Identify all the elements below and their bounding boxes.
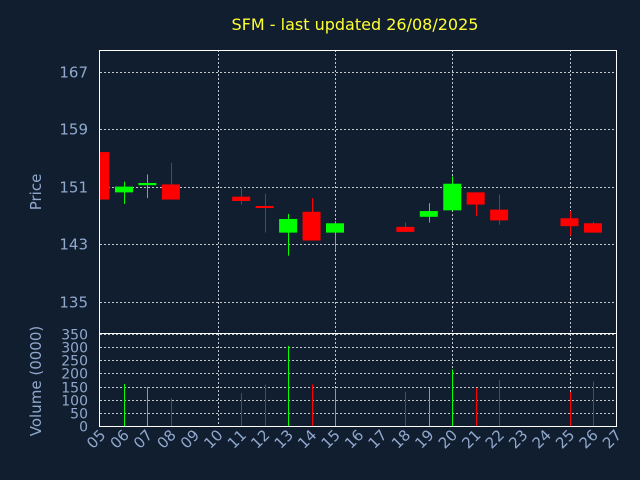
x-tick-label: 22: [482, 426, 508, 452]
x-tick-label: 07: [130, 426, 156, 452]
x-tick-label: 20: [435, 426, 461, 452]
candle-body: [114, 186, 133, 193]
price-tick-label: 135: [59, 294, 88, 312]
x-tick-label: 26: [576, 426, 602, 452]
volume-tick-label: 0: [79, 420, 88, 436]
x-tick-label: 27: [599, 426, 625, 452]
x-tick-label: 19: [411, 426, 437, 452]
candle-body: [560, 218, 579, 227]
volume-tick-label: 100: [61, 394, 88, 410]
x-tick-label: 12: [247, 426, 273, 452]
x-tick-label: 25: [552, 426, 578, 452]
x-tick-label: 13: [271, 426, 297, 452]
candle-body: [419, 211, 438, 217]
x-tick-label: 23: [505, 426, 531, 452]
x-tick-label: 09: [177, 426, 203, 452]
price-tick-labels: 135 143 151 159 167: [59, 64, 88, 312]
price-tick-label: 143: [59, 236, 88, 254]
volume-bars: [124, 345, 594, 426]
price-tick-label: 167: [59, 64, 88, 82]
chart-title: SFM - last updated 26/08/2025: [232, 15, 479, 34]
candlesticks: [100, 152, 602, 256]
x-tick-label: 18: [388, 426, 414, 452]
volume-tick-label: 250: [61, 354, 88, 370]
x-tick-label: 16: [341, 426, 367, 452]
x-tick-label: 08: [153, 426, 179, 452]
candle-body: [255, 206, 274, 209]
candle-body: [279, 218, 298, 233]
volume-axis-label: Volume (0000): [27, 326, 45, 436]
x-tick-label: 17: [364, 426, 390, 452]
x-tick-label: 14: [294, 426, 320, 452]
price-tick-label: 151: [59, 179, 88, 197]
candle-body: [396, 226, 415, 232]
candle-body: [466, 192, 485, 205]
price-axis-label: Price: [27, 174, 45, 211]
candle-body: [161, 184, 180, 200]
volume-panel-frame: [99, 333, 617, 427]
x-tick-label: 15: [318, 426, 344, 452]
volume-tick-label: 200: [61, 367, 88, 383]
x-tick-label: 21: [458, 426, 484, 452]
volume-tick-label: 150: [61, 381, 88, 397]
candle-body: [443, 183, 462, 211]
x-axis-label: Day: [334, 459, 362, 475]
x-tick-label: 10: [200, 426, 226, 452]
candle-body: [490, 209, 509, 221]
volume-grid: [100, 334, 616, 427]
x-tick-label: 11: [224, 426, 250, 452]
volume-tick-label: 350: [61, 328, 88, 344]
candle-body: [232, 196, 251, 201]
candle-body: [100, 152, 110, 200]
candle-body: [583, 223, 602, 233]
volume-tick-label: 50: [70, 407, 88, 423]
x-tick-label: 24: [529, 426, 555, 452]
volume-tick-label: 300: [61, 341, 88, 357]
candle-body: [326, 223, 344, 233]
x-tick-label: 06: [107, 426, 133, 452]
price-tick-label: 159: [59, 121, 88, 139]
x-tick-labels: 0506070809101112131415161718192021222324…: [83, 426, 625, 452]
price-grid: [100, 50, 616, 334]
candle-body: [302, 211, 321, 241]
candle-body: [138, 183, 157, 186]
